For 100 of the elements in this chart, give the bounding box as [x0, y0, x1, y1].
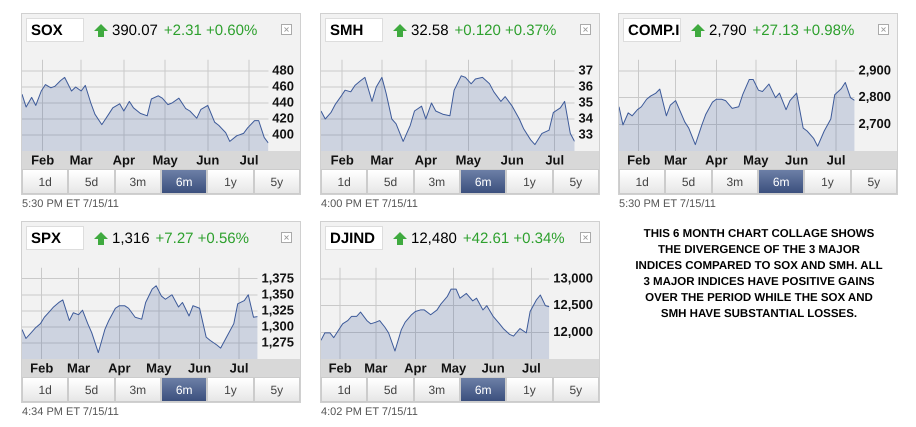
text: 6m: [460, 377, 506, 402]
x-tick-label: May: [152, 152, 179, 168]
text: 1d: [22, 377, 68, 402]
text: 6m: [160, 377, 208, 402]
text: 6m: [160, 169, 208, 194]
chart-title: COMP.II: [623, 18, 684, 42]
text: +42.61 +0.34%: [462, 230, 565, 247]
text: 4:34 PM ET 7/15/11: [22, 406, 119, 418]
text: 1y: [207, 377, 254, 402]
text: 3m: [414, 377, 460, 402]
text: 1d: [619, 169, 666, 194]
x-tick-label: Feb: [330, 152, 354, 168]
x-tick-label: Apr: [404, 360, 427, 376]
text: 4:00 PM ET 7/15/11: [321, 198, 418, 210]
x-tick-label: May: [743, 152, 770, 168]
x-tick-label: Apr: [112, 152, 136, 168]
y-tick-label: 480: [272, 62, 294, 78]
y-tick-label: 1,350: [261, 286, 294, 302]
text: 1y: [207, 169, 254, 194]
chart-subtitle: 2,790: [709, 22, 747, 39]
x-tick-label: Feb: [30, 360, 54, 376]
text: 4:02 PM ET 7/15/11: [321, 406, 418, 418]
text: 5:30 PM ET 7/15/11: [22, 198, 119, 210]
x-tick-label: Jun: [785, 152, 808, 168]
x-tick-label: Feb: [328, 360, 352, 376]
y-tick-label: 400: [272, 126, 294, 142]
y-tick-label: 12,000: [553, 324, 594, 339]
y-tick-label: 1,325: [261, 302, 294, 318]
text: 5y: [254, 169, 300, 194]
chart-subtitle: 12,480: [411, 230, 457, 247]
chart-title: DJIND: [325, 226, 383, 250]
x-tick-label: Feb: [627, 152, 650, 168]
chart-title: SOX: [26, 18, 84, 42]
chart-subtitle: 1,316: [112, 230, 150, 247]
text: 5y: [254, 377, 300, 402]
x-tick-label: May: [146, 360, 172, 376]
y-tick-label: 37: [578, 62, 594, 78]
x-tick-label: Jul: [522, 360, 541, 376]
text: 5y: [850, 169, 897, 194]
text: 3m: [114, 377, 161, 402]
text: 5y: [552, 169, 599, 194]
x-tick-label: Jul: [240, 152, 258, 168]
text: 5d: [68, 169, 115, 194]
x-tick-label: Mar: [370, 152, 394, 168]
text: 1d: [321, 169, 368, 194]
text: 6m: [460, 169, 506, 194]
y-tick-label: 1,375: [261, 270, 294, 286]
text: 5d: [367, 377, 414, 402]
text: 3m: [712, 169, 758, 194]
y-tick-label: 35: [578, 94, 594, 110]
text: 6m: [758, 169, 804, 194]
x-tick-label: Mar: [67, 360, 90, 376]
text: THIS 6 MONTH CHART COLLAGE SHOWS THE DIVERGENCE OF THE 3 MAJOR INDICES COMPARED TO SOX AND SMH. ALL 3 MAJOR INDICES HAVE POSITIVE GAINS OVER THE PERIOD WHILE THE SOX AND SMH HAVE SUBSTANTIAL LOSSES.: [634, 227, 884, 322]
text: 1d: [22, 169, 68, 194]
text: +27.13 +0.98%: [752, 22, 854, 39]
chart-subtitle: 390.07: [112, 22, 158, 39]
y-tick-label: 12,500: [553, 297, 594, 312]
text: 3m: [414, 169, 460, 194]
text: 1d: [321, 377, 368, 402]
x-tick-label: May: [440, 360, 468, 376]
y-tick-label: 460: [272, 78, 294, 94]
text: 5d: [665, 169, 712, 194]
x-tick-label: Jun: [500, 152, 524, 168]
chart-subtitle: 32.58: [411, 22, 449, 39]
text: +2.31 +0.60%: [164, 22, 258, 39]
x-tick-label: Jul: [545, 152, 564, 168]
x-tick-label: Jul: [826, 152, 846, 168]
y-tick-label: 36: [578, 78, 594, 94]
y-tick-label: 2,900: [858, 62, 892, 78]
y-tick-label: 33: [578, 126, 594, 142]
text: 1y: [506, 169, 553, 194]
text: 1y: [804, 169, 851, 194]
y-tick-label: 13,000: [553, 270, 594, 286]
x-tick-label: Apr: [108, 360, 131, 376]
x-tick-label: Apr: [705, 152, 728, 168]
x-tick-label: Jun: [196, 152, 220, 168]
text: 5:30 PM ET 7/15/11: [619, 198, 716, 210]
x-tick-label: Jun: [482, 360, 505, 376]
chart-title: SMH: [325, 18, 383, 42]
x-tick-label: Mar: [364, 360, 388, 376]
x-tick-label: Apr: [414, 152, 438, 168]
y-tick-label: 1,300: [261, 318, 294, 334]
text: 5y: [552, 377, 599, 402]
text: +7.27 +0.56%: [156, 230, 249, 247]
x-tick-label: Mar: [70, 152, 93, 168]
x-tick-label: Jun: [188, 360, 212, 376]
y-tick-label: 420: [272, 110, 294, 126]
chart-title: SPX: [26, 226, 84, 250]
y-tick-label: 34: [578, 110, 594, 126]
text: 3m: [114, 169, 161, 194]
text: 5d: [68, 377, 115, 402]
x-tick-label: Mar: [664, 152, 688, 168]
x-tick-label: Jul: [230, 360, 248, 376]
y-tick-label: 440: [272, 94, 294, 110]
text: 5d: [367, 169, 414, 194]
x-tick-label: May: [456, 152, 482, 168]
x-tick-label: Feb: [31, 152, 54, 168]
text: +0.120 +0.37%: [454, 22, 556, 39]
y-tick-label: 1,275: [261, 334, 294, 350]
y-tick-label: 2,800: [858, 89, 892, 104]
